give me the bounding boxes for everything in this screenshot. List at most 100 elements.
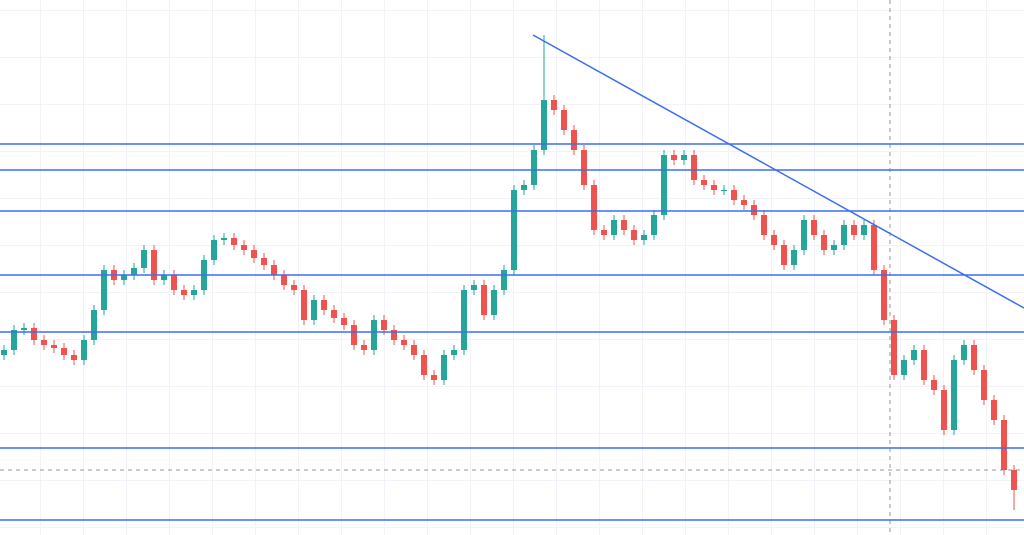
candle-body [561, 110, 567, 130]
candle-body [331, 310, 337, 318]
candle-body [191, 290, 197, 295]
candle-body [821, 235, 827, 250]
candle-body [831, 245, 837, 250]
candle-body [901, 360, 907, 375]
candle-body [781, 245, 787, 265]
trend-line [532, 34, 1024, 309]
candle-body [21, 328, 27, 330]
candle-body [771, 235, 777, 245]
candle-body [1011, 470, 1017, 490]
candle-body [681, 155, 687, 160]
candle-body [551, 100, 557, 110]
candle-body [861, 225, 867, 235]
candle-body [741, 200, 747, 205]
candle-body [131, 268, 137, 275]
candle-body [41, 340, 47, 345]
candle-body [671, 155, 677, 160]
candle-body [471, 285, 477, 290]
candle-body [241, 245, 247, 250]
candle-body [531, 150, 537, 185]
candle-body [511, 190, 517, 270]
candle-body [101, 270, 107, 310]
candle-body [461, 290, 467, 350]
candle-body [701, 180, 707, 185]
candle-body [291, 285, 297, 290]
candle-body [731, 190, 737, 200]
candle-body [81, 340, 87, 360]
candle-body [571, 130, 577, 150]
candle-body [931, 380, 937, 390]
candle-body [951, 360, 957, 430]
candle-body [11, 330, 17, 350]
candle-body [481, 285, 487, 315]
candle-body [991, 400, 997, 420]
candle-body [641, 235, 647, 240]
candle-body [381, 320, 387, 330]
candle-body [971, 345, 977, 370]
candle-body [761, 215, 767, 235]
candle-body [91, 310, 97, 340]
candle-body [451, 350, 457, 355]
candle-body [271, 265, 277, 275]
candle-body [441, 355, 447, 380]
candle-body [251, 250, 257, 258]
candle-body [431, 375, 437, 380]
candle-body [321, 300, 327, 310]
candle-body [61, 348, 67, 355]
candle-body [351, 325, 357, 345]
candle-body [851, 225, 857, 235]
candle-body [811, 220, 817, 235]
candle-body [921, 350, 927, 380]
candle-body [871, 225, 877, 270]
candle-body [301, 290, 307, 320]
candle-body [881, 270, 887, 320]
candle-body [71, 355, 77, 360]
candle-body [281, 275, 287, 285]
candle-body [841, 225, 847, 245]
candle-body [391, 330, 397, 340]
candle-body [541, 100, 547, 150]
candle-body [601, 230, 607, 235]
candle-body [411, 345, 417, 355]
candle-body [421, 355, 427, 375]
candle-body [311, 300, 317, 320]
candle-body [691, 155, 697, 180]
candle-body [371, 320, 377, 350]
candle-body [121, 275, 127, 280]
candle-body [891, 320, 897, 375]
candle-body [961, 345, 967, 360]
candle-body [181, 290, 187, 295]
candle-body [981, 370, 987, 400]
candle-body [1001, 420, 1007, 470]
candle-body [261, 258, 267, 265]
candle-body [611, 220, 617, 235]
candle-body [491, 290, 497, 315]
candle-body [791, 250, 797, 265]
candle-body [521, 185, 527, 190]
candle-body [151, 250, 157, 280]
candle-body [661, 155, 667, 215]
candle-body [631, 230, 637, 240]
candle-body [1, 350, 7, 355]
candle-body [621, 220, 627, 230]
candle-body [141, 250, 147, 268]
candle-body [31, 328, 37, 340]
candle-body [361, 345, 367, 350]
candle-body [221, 238, 227, 240]
candle-body [711, 185, 717, 190]
candle-body [911, 350, 917, 360]
candle-body [161, 275, 167, 280]
candle-body [501, 270, 507, 290]
candle-body [231, 238, 237, 245]
candle-body [651, 215, 657, 235]
candle-body [581, 150, 587, 185]
candle-body [751, 205, 757, 215]
candle-body [721, 190, 727, 191]
candle-body [211, 240, 217, 260]
candle-body [341, 318, 347, 325]
candle-body [401, 340, 407, 345]
candle-body [801, 220, 807, 250]
candle-body [51, 345, 57, 348]
